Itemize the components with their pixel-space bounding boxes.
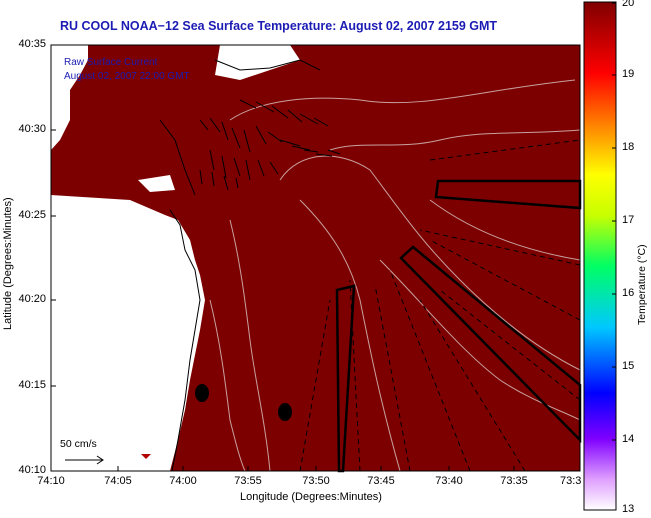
lat-tick: 40:15 [18, 379, 46, 391]
colorbar-tick: 19 [622, 68, 635, 80]
colorbar-ticks [612, 2, 616, 511]
lon-tick: 73:45 [367, 475, 395, 487]
x-axis-label: Longitude (Degrees:Minutes) [240, 491, 382, 503]
colorbar-tick: 17 [622, 214, 635, 226]
y-axis-label: Latitude (Degrees:Minutes) [2, 197, 14, 330]
lon-tick: 74:05 [104, 475, 132, 487]
coastline [159, 59, 321, 472]
lat-tick: 40:30 [18, 123, 46, 135]
lat-tick: 40:20 [18, 293, 46, 305]
colorbar-tick: 15 [622, 360, 635, 372]
sst-contours [209, 79, 581, 472]
station-marker [278, 403, 292, 421]
colorbar [583, 1, 617, 511]
lon-tick: 74:00 [169, 475, 197, 487]
overlay-label-time: August 02, 2007 22:00 GMT [64, 71, 190, 82]
lat-tick: 40:10 [18, 464, 46, 476]
scale-arrow [65, 455, 104, 465]
lat-tick: 40:25 [18, 209, 46, 221]
station-marker [195, 384, 209, 402]
lon-tick: 73:50 [302, 475, 330, 487]
lon-tick: 73:55 [234, 475, 262, 487]
map-title: RU COOL NOAA−12 Sea Surface Temperature:… [60, 19, 498, 33]
axis-ticks [50, 44, 515, 472]
colorbar-tick: 20 [622, 0, 635, 9]
current-vectors [199, 99, 341, 191]
colorbar-label: Temperature (°C) [636, 244, 648, 325]
colorbar-tick: 16 [622, 287, 635, 299]
land-area [51, 45, 300, 471]
lon-tick: 73:40 [435, 475, 463, 487]
overlay-label-currents: Raw Surface Current [64, 57, 158, 68]
lon-tick: 73:35 [500, 475, 528, 487]
colorbar-tick: 18 [622, 141, 635, 153]
lon-tick: 74:10 [37, 475, 65, 487]
lon-tick: 73:3 [560, 475, 582, 487]
colorbar-tick: 14 [622, 433, 635, 445]
transect-lines [299, 139, 581, 472]
scale-label: 50 cm/s [60, 438, 97, 450]
colorbar-tick: 13 [622, 503, 635, 515]
lat-tick: 40:35 [18, 38, 46, 50]
small-marker [141, 454, 151, 459]
